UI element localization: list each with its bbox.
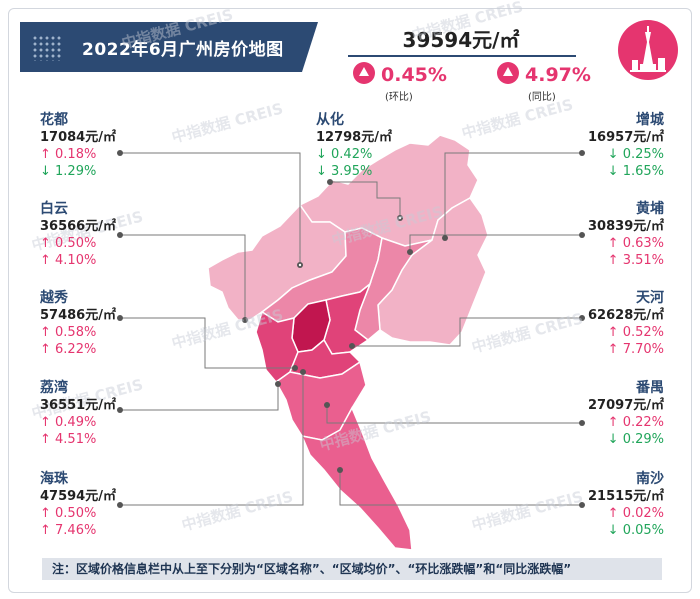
title-banner: 2022年6月广州房价地图 xyxy=(20,22,318,72)
dot-grid-icon xyxy=(32,35,62,61)
district-yoy: ↑ 4.10% xyxy=(40,253,97,268)
overall-mom-change: 0.45% xyxy=(353,62,447,86)
district-price: 12798元/㎡ xyxy=(316,130,392,145)
district-name: 荔湾 xyxy=(40,380,68,396)
district-nansha xyxy=(300,406,413,551)
district-name: 黄埔 xyxy=(636,201,664,217)
district-price: 30839元/㎡ xyxy=(588,219,664,234)
district-label-nansha: 南沙 21515元/㎡ ↑ 0.02% ↓ 0.05% xyxy=(560,471,664,539)
district-label-tianhe: 天河 62628元/㎡ ↑ 0.52% ↑ 7.70% xyxy=(560,290,664,358)
overall-average-price: 39594元/㎡ xyxy=(402,28,520,52)
district-price: 62628元/㎡ xyxy=(588,308,664,323)
district-label-panyu: 番禺 27097元/㎡ ↑ 0.22% ↓ 0.29% xyxy=(560,380,664,448)
overall-yoy-label: (同比) xyxy=(528,92,556,103)
district-mom: ↑ 0.50% xyxy=(40,236,97,251)
district-mom: ↑ 0.02% xyxy=(607,506,664,521)
district-mom: ↑ 0.52% xyxy=(607,325,664,340)
district-name: 南沙 xyxy=(636,471,664,487)
district-name: 番禺 xyxy=(636,380,664,396)
district-mom: ↑ 0.58% xyxy=(40,325,97,340)
district-mom: ↑ 0.22% xyxy=(607,415,664,430)
district-name: 花都 xyxy=(40,112,68,128)
district-price: 57486元/㎡ xyxy=(40,308,116,323)
overall-yoy-value: 4.97% xyxy=(525,64,591,86)
district-price: 16957元/㎡ xyxy=(588,130,664,145)
district-mom: ↑ 0.18% xyxy=(40,147,97,162)
district-label-yuexiu: 越秀 57486元/㎡ ↑ 0.58% ↑ 6.22% xyxy=(40,290,116,358)
up-triangle-icon xyxy=(497,62,519,84)
footnote: 注：区域价格信息栏中从上至下分别为“区域名称”、“区域均价”、“环比涨跌幅”和“… xyxy=(42,558,662,580)
district-mom: ↑ 0.50% xyxy=(40,506,97,521)
canton-tower-logo-icon xyxy=(618,20,678,80)
district-mom: ↓ 0.42% xyxy=(316,147,373,162)
district-price: 36566元/㎡ xyxy=(40,219,116,234)
district-name: 增城 xyxy=(636,112,664,128)
overall-yoy-change: 4.97% xyxy=(497,62,591,86)
district-mom: ↓ 0.25% xyxy=(607,147,664,162)
district-yoy: ↓ 0.05% xyxy=(607,523,664,538)
district-label-baiyun: 白云 36566元/㎡ ↑ 0.50% ↑ 4.10% xyxy=(40,201,116,269)
district-mom: ↑ 0.63% xyxy=(607,236,664,251)
district-name: 天河 xyxy=(636,290,664,306)
district-yoy: ↓ 1.29% xyxy=(40,164,97,179)
page-title: 2022年6月广州房价地图 xyxy=(82,40,284,60)
up-triangle-icon xyxy=(353,62,375,84)
district-yoy: ↓ 0.29% xyxy=(607,432,664,447)
overall-mom-label: (环比) xyxy=(385,92,413,103)
district-yoy: ↓ 3.95% xyxy=(316,164,373,179)
district-yoy: ↑ 4.51% xyxy=(40,432,97,447)
district-price: 21515元/㎡ xyxy=(588,489,664,504)
district-mom: ↑ 0.49% xyxy=(40,415,97,430)
district-price: 17084元/㎡ xyxy=(40,130,116,145)
divider xyxy=(348,55,576,57)
district-price: 47594元/㎡ xyxy=(40,489,116,504)
district-name: 海珠 xyxy=(40,471,68,487)
district-name: 白云 xyxy=(40,201,68,217)
overall-mom-value: 0.45% xyxy=(381,64,447,86)
district-yoy: ↑ 7.46% xyxy=(40,523,97,538)
district-name: 从化 xyxy=(316,112,344,128)
district-label-conghua: 从化 12798元/㎡ ↓ 0.42% ↓ 3.95% xyxy=(316,112,392,180)
district-label-zengcheng: 增城 16957元/㎡ ↓ 0.25% ↓ 1.65% xyxy=(560,112,664,180)
district-label-huadu: 花都 17084元/㎡ ↑ 0.18% ↓ 1.29% xyxy=(40,112,116,180)
district-price: 36551元/㎡ xyxy=(40,398,116,413)
district-yoy: ↓ 1.65% xyxy=(607,164,664,179)
district-yoy: ↑ 6.22% xyxy=(40,342,97,357)
district-label-haizhu: 海珠 47594元/㎡ ↑ 0.50% ↑ 7.46% xyxy=(40,471,116,539)
district-yoy: ↑ 3.51% xyxy=(607,253,664,268)
district-name: 越秀 xyxy=(40,290,68,306)
district-yoy: ↑ 7.70% xyxy=(607,342,664,357)
district-price: 27097元/㎡ xyxy=(588,398,664,413)
district-label-liwan: 荔湾 36551元/㎡ ↑ 0.49% ↑ 4.51% xyxy=(40,380,116,448)
district-label-huangpu: 黄埔 30839元/㎡ ↑ 0.63% ↑ 3.51% xyxy=(560,201,664,269)
